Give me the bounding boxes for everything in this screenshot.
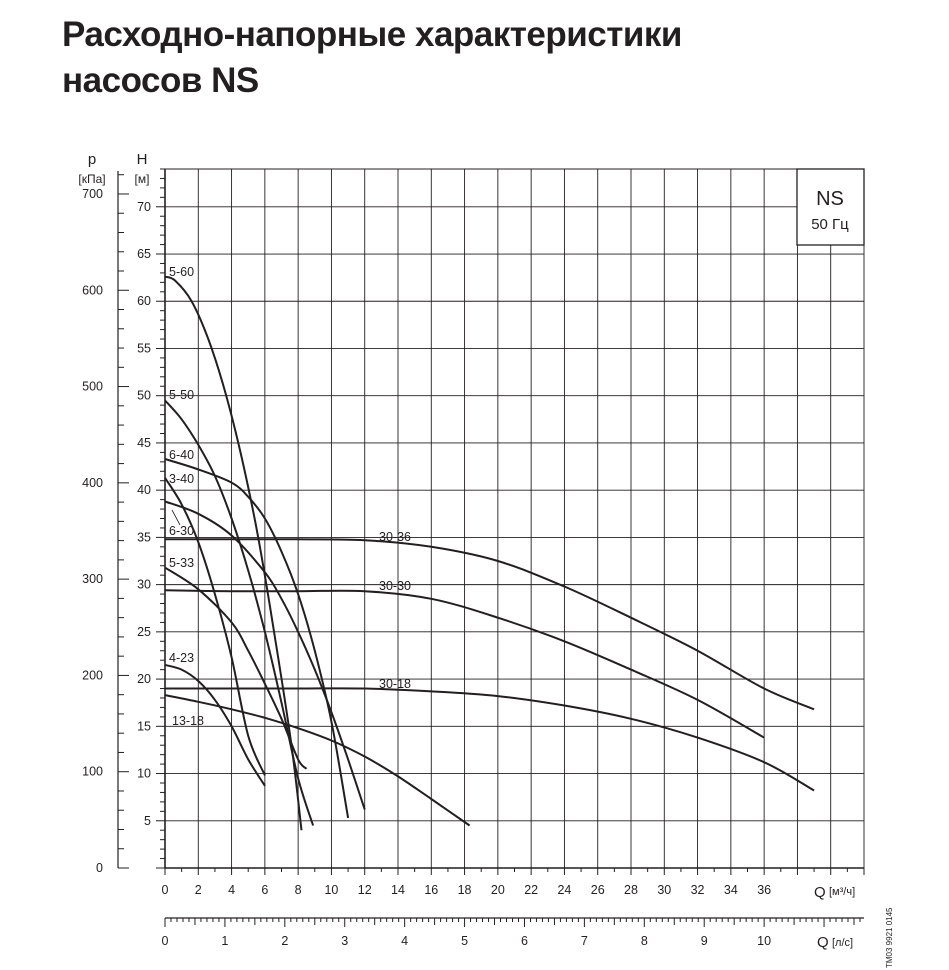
head-tick-label: 20 — [137, 672, 151, 686]
curve-labels: 5-60 5-50 6-40 3-40 6-30 5-33 4-23 13-18 30-36 30… — [169, 265, 411, 728]
head-tick-label: 60 — [137, 294, 151, 308]
curve-3-40 — [164, 477, 266, 776]
flow-tick-label: 36 — [757, 883, 771, 897]
flow-ls-tick-label: 2 — [281, 934, 288, 948]
head-tick-label: 70 — [137, 200, 151, 214]
flow-tick-label: 20 — [491, 883, 505, 897]
curve-6-30 — [164, 500, 366, 810]
curve-label-5-33: 5-33 — [169, 556, 194, 570]
x-top-symbol: Q — [814, 884, 826, 901]
curve-label-3-40: 3-40 — [169, 472, 194, 486]
x-bottom-symbol: Q — [817, 934, 829, 951]
curve-label-4-23: 4-23 — [169, 651, 194, 665]
flow-ls-tick-label: 4 — [401, 934, 408, 948]
pressure-tick-label: 300 — [82, 572, 103, 586]
flow-ls-tick-label: 3 — [341, 934, 348, 948]
curve-label-30-30: 30-30 — [379, 579, 411, 593]
curve-5-60 — [164, 275, 303, 831]
curve-6-40 — [164, 458, 350, 819]
curve-30-18 — [165, 687, 815, 792]
flow-tick-label: 22 — [524, 883, 538, 897]
curve-30-30 — [164, 589, 765, 739]
flow-ls-tick-label: 10 — [757, 934, 771, 948]
curve-30-36 — [165, 538, 815, 711]
head-tick-label: 40 — [137, 483, 151, 497]
y-left-symbol: p — [88, 151, 96, 168]
footnote: TM03 9921 0145 — [885, 907, 894, 968]
x-top-unit: [м³/ч] — [829, 886, 855, 898]
flow-tick-label: 24 — [557, 883, 571, 897]
flow-ls-tick-label: 7 — [581, 934, 588, 948]
flow-tick-label: 0 — [162, 883, 169, 897]
flow-tick-label: 12 — [358, 883, 372, 897]
head-tick-label: 45 — [137, 436, 151, 450]
curve-label-5-60: 5-60 — [169, 265, 194, 279]
head-tick-label: 25 — [137, 625, 151, 639]
head-tick-label: 65 — [137, 247, 151, 261]
pressure-tick-label: 200 — [82, 668, 103, 682]
curve-label-leader — [171, 509, 181, 526]
pressure-tick-label: 700 — [82, 187, 103, 201]
flow-ls-tick-label: 5 — [461, 934, 468, 948]
axes: 0100200300400500600700510152025303540455… — [82, 168, 865, 948]
curve-label-6-30: 6-30 — [169, 524, 194, 538]
flow-tick-label: 18 — [458, 883, 472, 897]
head-tick-label: 5 — [144, 814, 151, 828]
head-tick-label: 50 — [137, 389, 151, 403]
head-tick-label: 10 — [137, 767, 151, 781]
head-tick-label: 15 — [137, 719, 151, 733]
pressure-tick-label: 0 — [96, 861, 103, 875]
curve-label-13-18: 13-18 — [172, 714, 204, 728]
flow-ls-tick-label: 1 — [221, 934, 228, 948]
curve-label-6-40: 6-40 — [169, 448, 194, 462]
curve-5-33 — [164, 566, 308, 770]
flow-ls-tick-label: 8 — [641, 934, 648, 948]
x-bottom-unit: [л/с] — [832, 937, 853, 949]
y-left-unit: [кПа] — [78, 172, 105, 186]
flow-tick-label: 30 — [657, 883, 671, 897]
info-box-frequency: 50 Гц — [811, 216, 849, 233]
flow-ls-tick-label: 6 — [521, 934, 528, 948]
head-tick-label: 30 — [137, 578, 151, 592]
title-line-2: насосов NS — [62, 61, 259, 100]
head-tick-label: 35 — [137, 530, 151, 544]
curve-label-30-36: 30-36 — [379, 530, 411, 544]
flow-tick-label: 16 — [424, 883, 438, 897]
curve-13-18 — [164, 694, 471, 827]
flow-tick-label: 6 — [261, 883, 268, 897]
flow-tick-label: 28 — [624, 883, 638, 897]
flow-ls-tick-label: 0 — [162, 934, 169, 948]
pressure-tick-label: 400 — [82, 476, 103, 490]
flow-tick-label: 14 — [391, 883, 405, 897]
curve-label-5-50: 5-50 — [169, 388, 194, 402]
flow-tick-label: 26 — [591, 883, 605, 897]
grid — [165, 168, 865, 868]
curve-5-50 — [164, 399, 315, 826]
title-line-1: Расходно-напорные характеристики — [62, 15, 682, 54]
flow-tick-label: 2 — [195, 883, 202, 897]
curves — [164, 275, 815, 831]
flow-tick-label: 10 — [324, 883, 338, 897]
head-tick-label: 55 — [137, 341, 151, 355]
flow-tick-label: 34 — [724, 883, 738, 897]
flow-tick-label: 32 — [691, 883, 705, 897]
pressure-tick-label: 600 — [82, 283, 103, 297]
curve-4-23 — [164, 663, 266, 787]
pressure-tick-label: 100 — [82, 765, 103, 779]
info-box — [796, 168, 865, 246]
y-right-unit: [м] — [135, 172, 150, 186]
curve-label-30-18: 30-18 — [379, 677, 411, 691]
page-title: Расходно-напорные характеристики насосов… — [62, 12, 682, 104]
flow-tick-label: 8 — [295, 883, 302, 897]
info-box-model: NS — [816, 188, 844, 210]
flow-ls-tick-label: 9 — [701, 934, 708, 948]
flow-tick-label: 4 — [228, 883, 235, 897]
pressure-tick-label: 500 — [82, 380, 103, 394]
y-right-symbol: H — [137, 151, 148, 168]
